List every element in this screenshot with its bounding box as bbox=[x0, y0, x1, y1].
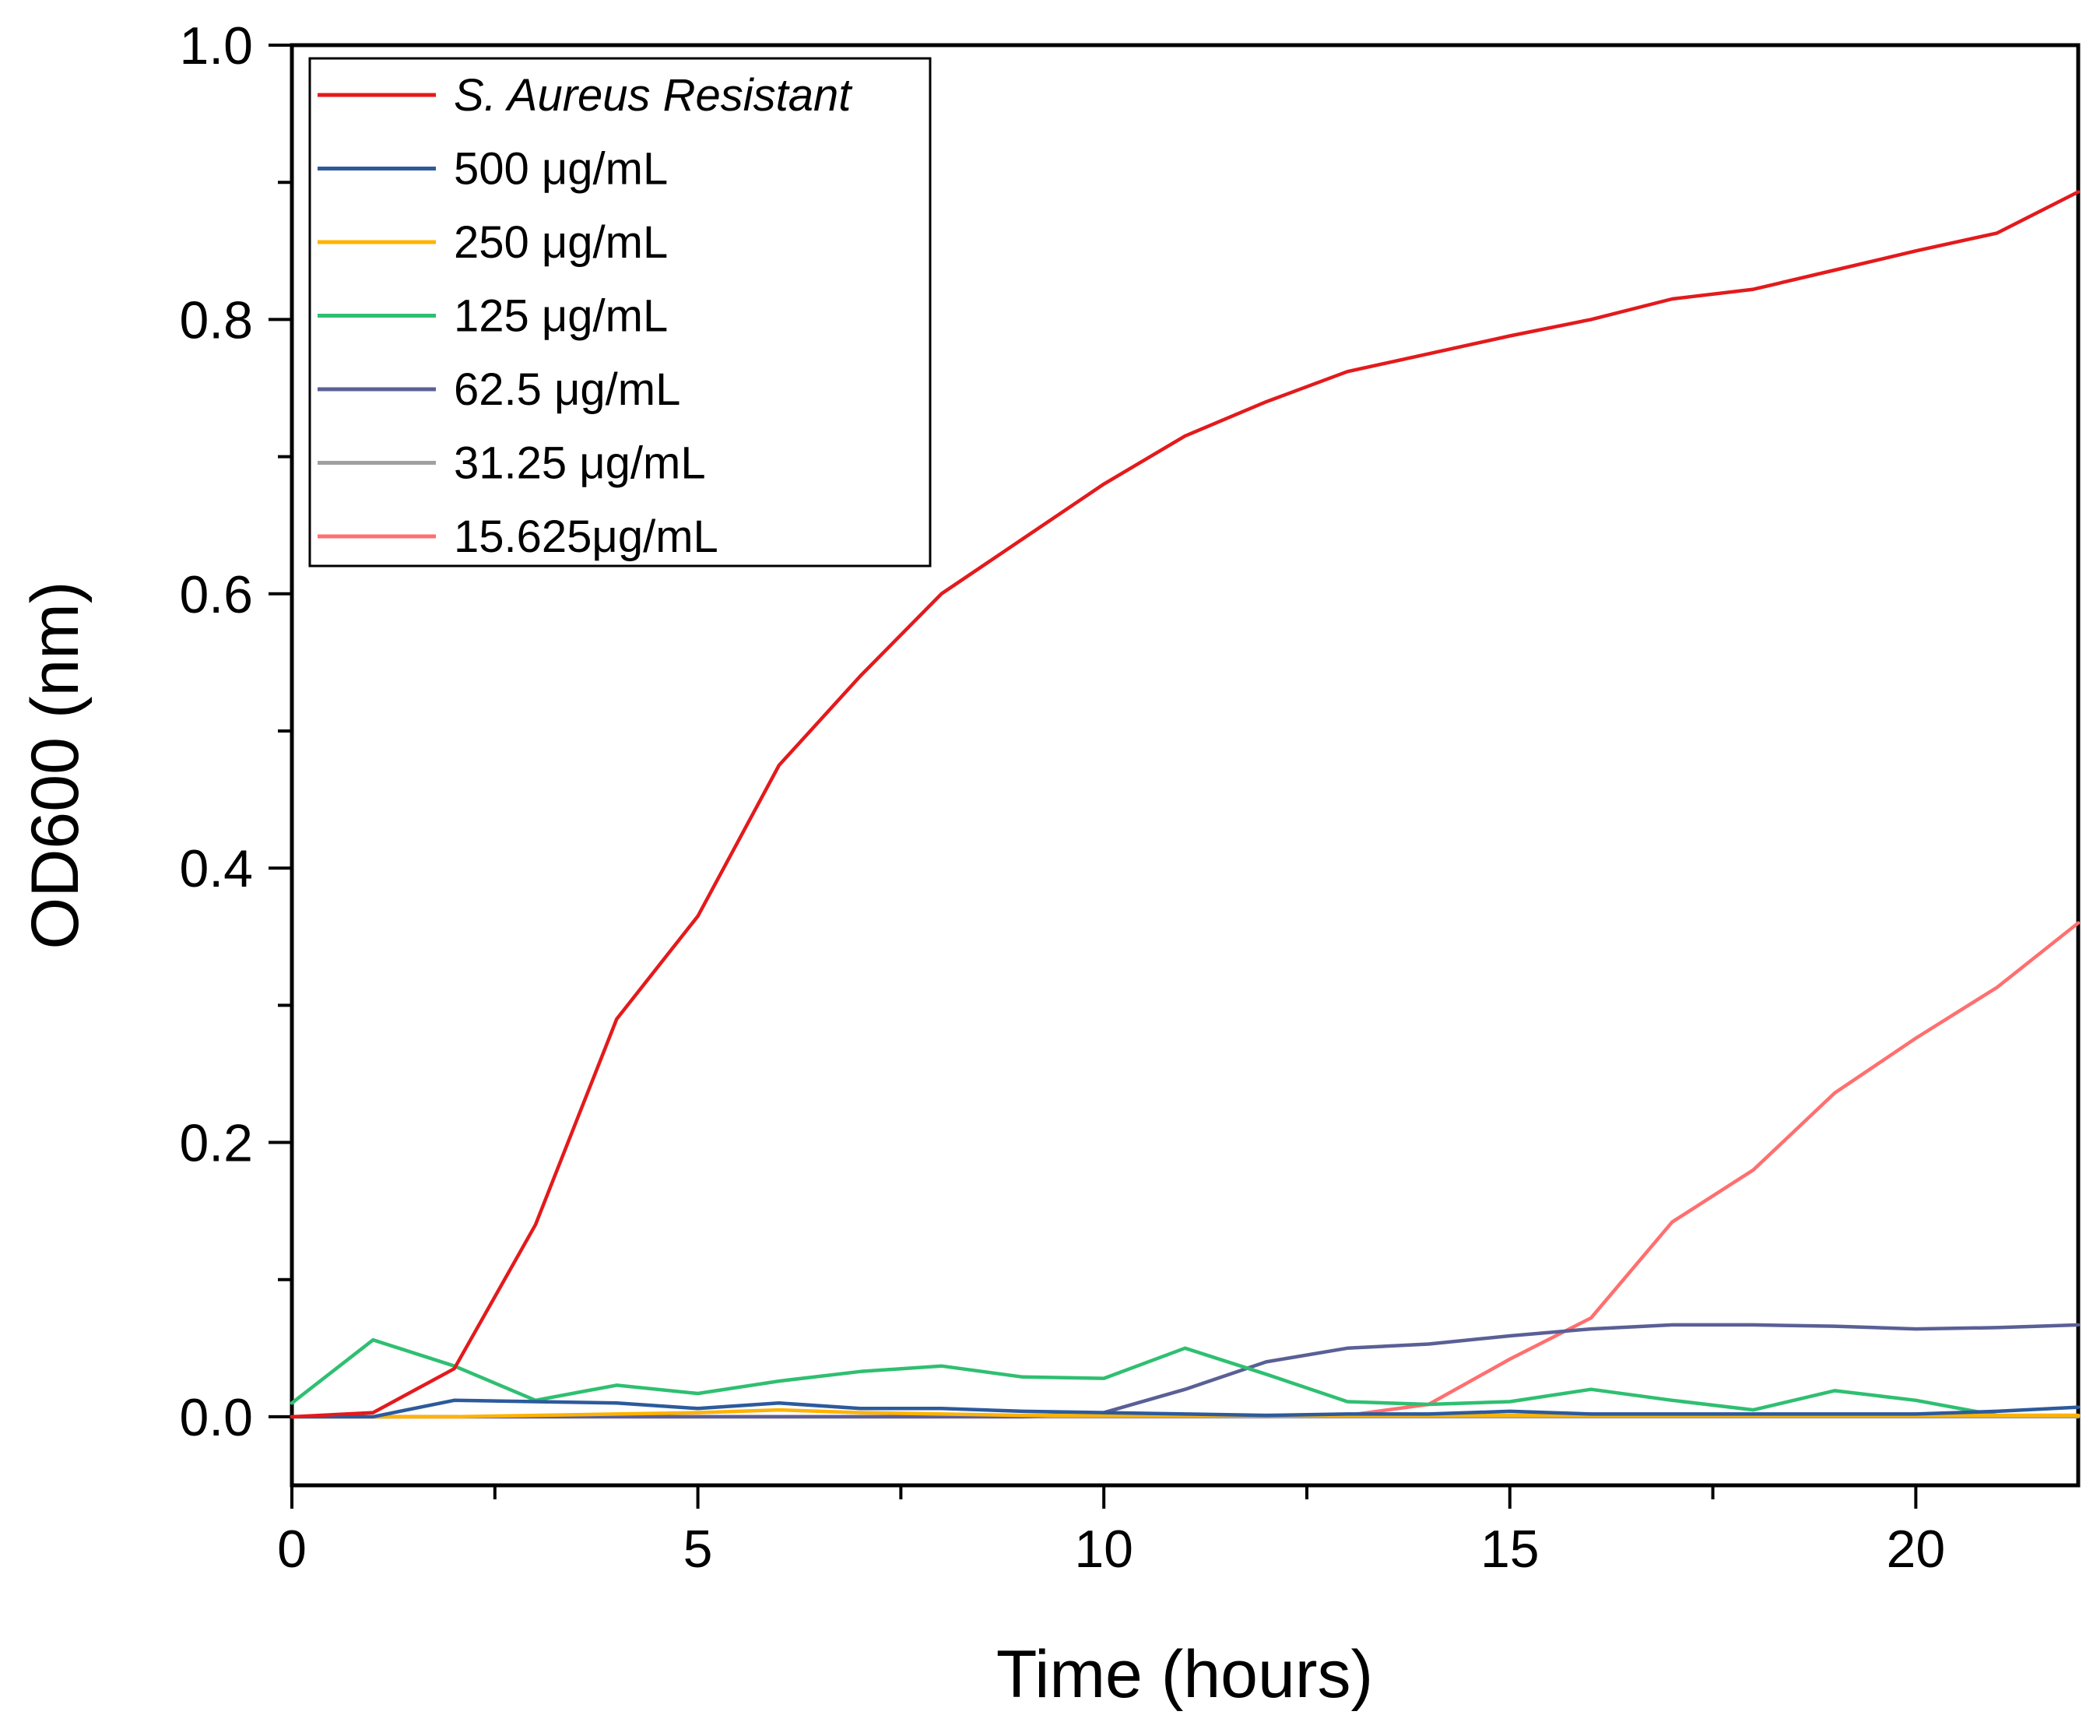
series-line bbox=[290, 1337, 2081, 1418]
y-tick-label: 0.6 bbox=[179, 565, 253, 624]
series-line bbox=[290, 1398, 2081, 1419]
series-line bbox=[290, 190, 2081, 1419]
x-axis-title: Time (hours) bbox=[996, 1637, 1373, 1712]
legend-label: 31.25 μg/mL bbox=[454, 438, 706, 489]
series-lines bbox=[290, 190, 2081, 1419]
legend-label: 15.625μg/mL bbox=[454, 511, 718, 562]
legend-label: 500 μg/mL bbox=[454, 144, 668, 195]
x-tick-label: 0 bbox=[277, 1520, 307, 1579]
series-line bbox=[290, 1323, 2081, 1419]
legend-label: S. Aureus Resistant bbox=[454, 70, 853, 121]
axis-ticks bbox=[269, 44, 1918, 1509]
y-tick-label: 0.4 bbox=[179, 839, 253, 898]
x-tick-label: 20 bbox=[1887, 1520, 1946, 1579]
y-tick-label: 0.2 bbox=[179, 1114, 253, 1173]
y-tick-label: 0.8 bbox=[179, 290, 253, 350]
series-line bbox=[290, 921, 2081, 1419]
legend: S. Aureus Resistant 500 μg/mL 250 μg/mL 125… bbox=[308, 57, 932, 568]
y-tick-label: 0.0 bbox=[179, 1388, 253, 1447]
legend-label: 125 μg/mL bbox=[454, 291, 668, 342]
axis-tick-labels: 0 5 10 15 20 0.0 0.2 0.4 0.6 0.8 1.0 bbox=[179, 16, 1945, 1579]
legend-label: 250 μg/mL bbox=[454, 217, 668, 268]
x-tick-label: 5 bbox=[683, 1520, 713, 1579]
legend-label: 62.5 μg/mL bbox=[454, 364, 680, 415]
y-tick-label: 1.0 bbox=[179, 16, 253, 76]
x-tick-label: 15 bbox=[1480, 1520, 1540, 1579]
legend-box bbox=[308, 57, 932, 568]
x-tick-label: 10 bbox=[1074, 1520, 1133, 1579]
plot-frame bbox=[290, 43, 2081, 1488]
y-axis-title: OD600 (nm) bbox=[18, 581, 93, 949]
